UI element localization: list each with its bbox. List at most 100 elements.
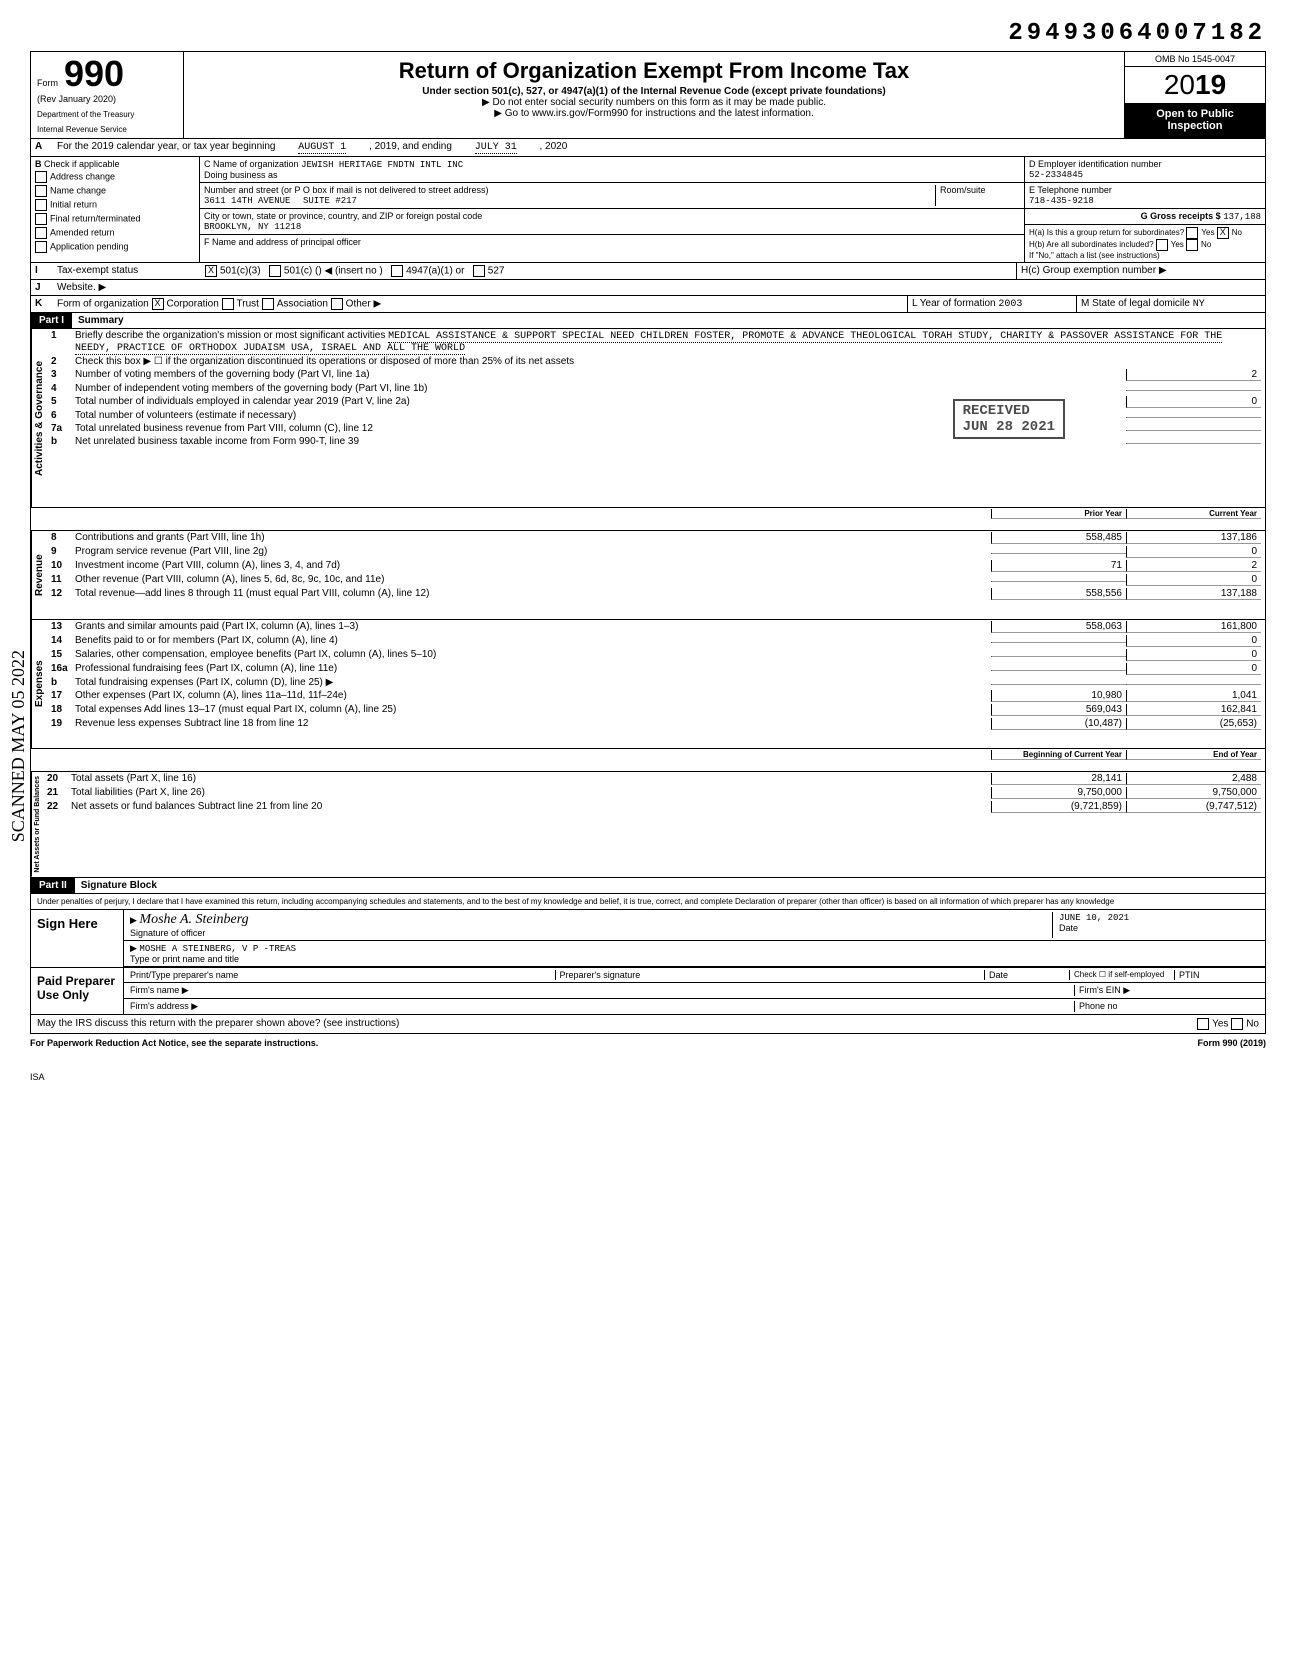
signature-block: Under penalties of perjury, I declare th… [30, 894, 1266, 1034]
hb-yes-checkbox[interactable] [1156, 239, 1168, 251]
net-assets-section: Net Assets or Fund Balances 20Total asse… [30, 772, 1266, 878]
ha-no-checkbox[interactable]: X [1217, 227, 1229, 239]
vert-label-expenses: Expenses [31, 620, 47, 748]
employees: 0 [1126, 396, 1261, 408]
dba-label: Doing business as [204, 170, 278, 180]
sign-here-label: Sign Here [31, 910, 124, 967]
legal-domicile: NY [1193, 299, 1205, 310]
vert-label-revenue: Revenue [31, 531, 47, 619]
summary-row: 13Grants and similar amounts paid (Part … [47, 620, 1265, 634]
beginning-year-header: Beginning of Current Year [991, 750, 1126, 760]
preparer-name-label: Print/Type preparer's name [130, 970, 555, 980]
label-d: D Employer identification number [1029, 159, 1162, 169]
current-year-header: Current Year [1126, 509, 1261, 519]
vert-label-balances: Net Assets or Fund Balances [31, 772, 43, 877]
line-j: J Website. ▶ [30, 280, 1266, 296]
ptin-label: PTIN [1174, 970, 1259, 980]
column-headers: . Prior Year Current Year [30, 508, 1266, 531]
expenses-section: Expenses 13Grants and similar amounts pa… [30, 620, 1266, 749]
city-state-zip: BROOKLYN, NY 11218 [204, 222, 301, 232]
summary-row: 11Other revenue (Part VIII, column (A), … [47, 573, 1265, 587]
527-checkbox[interactable] [473, 265, 485, 277]
balance-headers: . Beginning of Current Year End of Year [30, 749, 1266, 772]
checkbox-application-pending[interactable] [35, 241, 47, 253]
omb-number: OMB No 1545-0047 [1125, 52, 1265, 67]
form-number: 990 [64, 56, 124, 92]
firm-addr-label: Firm's address ▶ [130, 1001, 1074, 1012]
summary-row: 17Other expenses (Part IX, column (A), l… [47, 689, 1265, 703]
checkbox-initial-return[interactable] [35, 199, 47, 211]
label-b: B [35, 159, 42, 169]
4947-checkbox[interactable] [391, 265, 403, 277]
discuss-question: May the IRS discuss this return with the… [37, 1018, 1197, 1030]
gross-receipts: 137,188 [1223, 212, 1261, 222]
hb-no-checkbox[interactable] [1186, 239, 1198, 251]
revision: (Rev January 2020) [37, 94, 177, 104]
corp-checkbox[interactable]: X [152, 298, 164, 310]
received-stamp: RECEIVED JUN 28 2021 [953, 399, 1065, 439]
501c-checkbox[interactable] [269, 265, 281, 277]
label-g: G Gross receipts $ [1141, 211, 1221, 221]
summary-row: 9Program service revenue (Part VIII, lin… [47, 545, 1265, 559]
checkbox-final-return-terminated[interactable] [35, 213, 47, 225]
page-footer: For Paperwork Reduction Act Notice, see … [30, 1034, 1266, 1052]
501c3-checkbox[interactable]: X [205, 265, 217, 277]
section-bcde: B Check if applicable Address changeName… [30, 157, 1266, 263]
label-c: C Name of organization [204, 159, 299, 169]
phone-no-label: Phone no [1074, 1001, 1259, 1012]
part1-header: Part I Summary [30, 313, 1266, 329]
perjury-statement: Under penalties of perjury, I declare th… [31, 894, 1265, 910]
label-hc: H(c) Group exemption number ▶ [1016, 263, 1265, 279]
label-ha: H(a) Is this a group return for subordin… [1029, 228, 1184, 237]
summary-row: 8Contributions and grants (Part VIII, li… [47, 531, 1265, 545]
scanned-stamp: SCANNED MAY 05 2022 [8, 650, 29, 842]
trust-checkbox[interactable] [222, 298, 234, 310]
ha-yes-checkbox[interactable] [1186, 227, 1198, 239]
org-name: JEWISH HERITAGE FNDTN INTL INC [301, 160, 463, 170]
firm-ein-label: Firm's EIN ▶ [1074, 985, 1259, 996]
officer-sig-label: Signature of officer [130, 928, 205, 938]
ein: 52-2334845 [1029, 170, 1083, 180]
self-employed-check[interactable]: Check ☐ if self-employed [1069, 970, 1174, 980]
form-header: Form 990 (Rev January 2020) Department o… [30, 51, 1266, 139]
vert-label-governance: Activities & Governance [31, 329, 47, 507]
summary-row: 10Investment income (Part VIII, column (… [47, 559, 1265, 573]
summary-row: 16aProfessional fundraising fees (Part I… [47, 662, 1265, 676]
label-hb: H(b) Are all subordinates included? [1029, 240, 1154, 249]
voting-members: 2 [1126, 369, 1261, 381]
summary-row: 20Total assets (Part X, line 16)28,1412,… [43, 772, 1265, 786]
goto-url: ▶ Go to www.irs.gov/Form990 for instruct… [190, 108, 1118, 119]
summary-row: 21Total liabilities (Part X, line 26)9,7… [43, 786, 1265, 800]
checkbox-amended-return[interactable] [35, 227, 47, 239]
label-e: E Telephone number [1029, 185, 1112, 195]
irs: Internal Revenue Service [37, 125, 177, 134]
summary-row: bTotal fundraising expenses (Part IX, co… [47, 676, 1265, 689]
line-i: I Tax-exempt status X501(c)(3) 501(c) ()… [30, 263, 1266, 280]
street-address: 3611 14th AVENUE [204, 196, 290, 206]
summary-row: 18Total expenses Add lines 13–17 (must e… [47, 703, 1265, 717]
year-formation: 2003 [998, 299, 1022, 310]
summary-row: 15Salaries, other compensation, employee… [47, 648, 1265, 662]
assoc-checkbox[interactable] [262, 298, 274, 310]
end-year-header: End of Year [1126, 750, 1261, 760]
summary-row: 22Net assets or fund balances Subtract l… [43, 800, 1265, 814]
line-k: K Form of organization XCorporation Trus… [30, 296, 1266, 313]
prior-year-header: Prior Year [991, 509, 1126, 519]
checkbox-name-change[interactable] [35, 185, 47, 197]
tax-year: 2019 [1125, 67, 1265, 104]
paid-preparer-label: Paid Preparer Use Only [31, 968, 124, 1014]
dept-treasury: Department of the Treasury [37, 110, 177, 119]
room-suite-label: Room/suite [935, 185, 1020, 206]
signature-date: JUNE 10, 2021 [1059, 913, 1129, 923]
form-title: Return of Organization Exempt From Incom… [190, 58, 1118, 84]
summary-row: 12Total revenue—add lines 8 through 11 (… [47, 587, 1265, 601]
revenue-section: Revenue 8Contributions and grants (Part … [30, 531, 1266, 620]
checkbox-address-change[interactable] [35, 171, 47, 183]
discuss-yes-checkbox[interactable] [1197, 1018, 1209, 1030]
document-id: 29493064007182 [30, 20, 1266, 47]
discuss-no-checkbox[interactable] [1231, 1018, 1243, 1030]
other-checkbox[interactable] [331, 298, 343, 310]
ssn-warning: ▶ Do not enter social security numbers o… [190, 97, 1118, 108]
officer-name: MOSHE A STEINBERG, V P -TREAS [139, 944, 296, 954]
form-label: Form [37, 78, 58, 88]
